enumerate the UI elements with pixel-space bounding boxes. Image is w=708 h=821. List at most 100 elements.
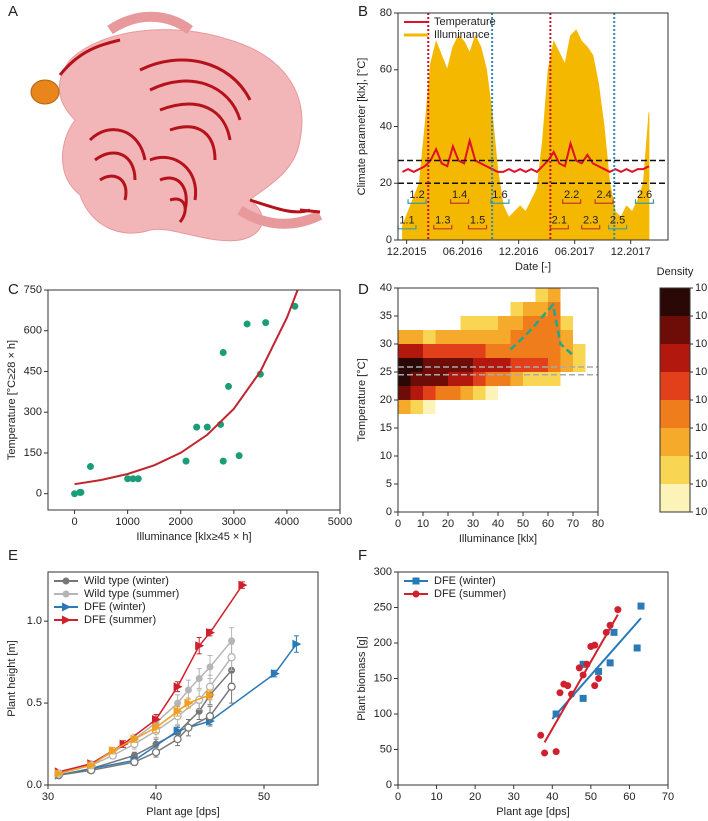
marker (77, 488, 85, 496)
marker (205, 682, 215, 691)
marker (219, 348, 227, 356)
colorbar-tick-label: 10⁻¹⁰ (695, 506, 708, 518)
marker (124, 475, 132, 483)
marker (87, 760, 97, 770)
heat-cell (435, 330, 448, 344)
marker (205, 712, 215, 721)
y-tick-label: 20 (380, 394, 392, 406)
x-tick-label: 10 (417, 518, 429, 530)
x-tick-label: 20 (469, 791, 481, 803)
marker (591, 641, 599, 649)
bracket (607, 224, 628, 230)
x-axis-label: Date [-] (515, 261, 551, 273)
line (74, 289, 299, 486)
marker (595, 675, 603, 682)
heat-cell (510, 330, 523, 344)
colorbar-tick-label: 10⁻² (695, 282, 708, 294)
y-axis-label: Plant height [m] (6, 640, 18, 716)
x-tick-label: 0 (395, 518, 401, 530)
marker (130, 734, 140, 744)
x-tick-label: 2000 (168, 516, 192, 528)
marker (606, 659, 614, 667)
heat-cell (460, 316, 473, 330)
heat-cell (548, 358, 561, 372)
marker (193, 423, 201, 431)
heat-cell (460, 386, 473, 400)
heat-cell (460, 344, 473, 358)
bracket (467, 224, 488, 230)
bracket (634, 199, 655, 204)
colorbar-title: Density (657, 266, 694, 278)
colorbar-band (660, 372, 690, 400)
panel-label: C (8, 281, 19, 298)
colorbar-band (660, 400, 690, 428)
heat-cell (423, 344, 436, 358)
marker (291, 302, 299, 310)
heat-cell (398, 400, 411, 414)
y-axis-label: Plant biomass [g] (356, 636, 368, 720)
heat-cell (485, 386, 498, 400)
heat-cell (498, 330, 511, 344)
heat-cell (473, 358, 486, 372)
y-tick-label: 10 (380, 450, 392, 462)
heat-cell (560, 316, 573, 330)
marker (184, 698, 194, 708)
marker (129, 475, 137, 483)
heat-cell (410, 344, 423, 358)
heat-cell (485, 344, 498, 358)
marker (564, 682, 572, 690)
bracket (450, 199, 470, 204)
colorbar-band (660, 316, 690, 344)
heat-cell (423, 358, 436, 372)
x-axis-label: Illuminance [klx] (459, 533, 537, 545)
marker (238, 580, 248, 590)
x-tick-label: 30 (508, 791, 520, 803)
colorbar-tick-label: 10⁻⁸ (695, 450, 708, 462)
x-tick-label: 10 (430, 791, 442, 803)
marker (591, 682, 599, 690)
marker (262, 319, 270, 327)
panel-label: A (8, 3, 18, 20)
bracket (581, 224, 601, 230)
legend-marker (62, 615, 71, 625)
marker (152, 740, 160, 748)
heat-cell (498, 344, 511, 358)
annotation: 2.6 (637, 189, 652, 201)
y-tick-label: 750 (24, 284, 42, 296)
annotation: 2.4 (596, 189, 611, 201)
legend-label: DFE (winter) (434, 575, 496, 587)
x-tick-label: 50 (258, 791, 270, 803)
marker (134, 475, 142, 483)
marker (152, 723, 161, 733)
x-tick-label: 70 (662, 791, 674, 803)
heat-cell (535, 358, 548, 372)
plot-frame (47, 289, 341, 511)
colorbar-tick-label: 10⁻⁹ (695, 478, 708, 490)
heat-cell (548, 288, 561, 302)
annotation: 1.3 (435, 215, 450, 227)
heat-cell (435, 358, 448, 372)
y-tick-label: 50 (380, 743, 392, 755)
marker (270, 669, 280, 679)
x-tick-label: 40 (150, 791, 162, 803)
legend-label: DFE (summer) (84, 614, 156, 626)
panel-label: D (358, 281, 369, 298)
x-tick-label: 60 (542, 518, 554, 530)
y-tick-label: 150 (374, 672, 392, 684)
marker (151, 748, 161, 757)
marker (206, 690, 215, 700)
x-tick-label: 12.2016 (499, 246, 539, 258)
heat-cell (410, 358, 423, 372)
boundary-line (509, 302, 574, 357)
heat-cell (473, 316, 486, 330)
area (402, 29, 650, 241)
annotation: 1.1 (399, 215, 414, 227)
heat-cell (410, 386, 423, 400)
marker (203, 423, 211, 431)
y-tick-label: 0 (386, 234, 392, 246)
y-tick-label: 200 (374, 637, 392, 649)
protein-structure (30, 11, 323, 242)
x-tick-label: 06.2017 (555, 246, 595, 258)
annotation: 2.5 (610, 215, 625, 227)
y-tick-label: 100 (374, 708, 392, 720)
